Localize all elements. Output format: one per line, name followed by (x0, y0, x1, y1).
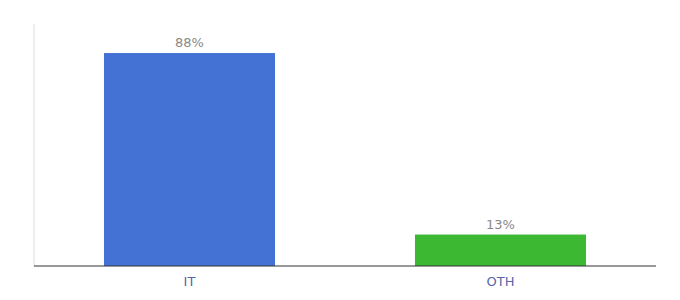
bar (415, 235, 586, 266)
data-label: 13% (486, 217, 515, 232)
data-label: 88% (175, 35, 204, 50)
bar (104, 53, 275, 266)
chart-container: 88% 13% IT OTH (0, 0, 680, 300)
x-axis-line (34, 266, 656, 267)
x-tick-label: IT (184, 274, 196, 289)
bars (104, 53, 586, 266)
chart-svg: 88% 13% IT OTH (0, 0, 680, 300)
x-tick-label: OTH (487, 274, 515, 289)
y-axis-line (34, 24, 35, 266)
